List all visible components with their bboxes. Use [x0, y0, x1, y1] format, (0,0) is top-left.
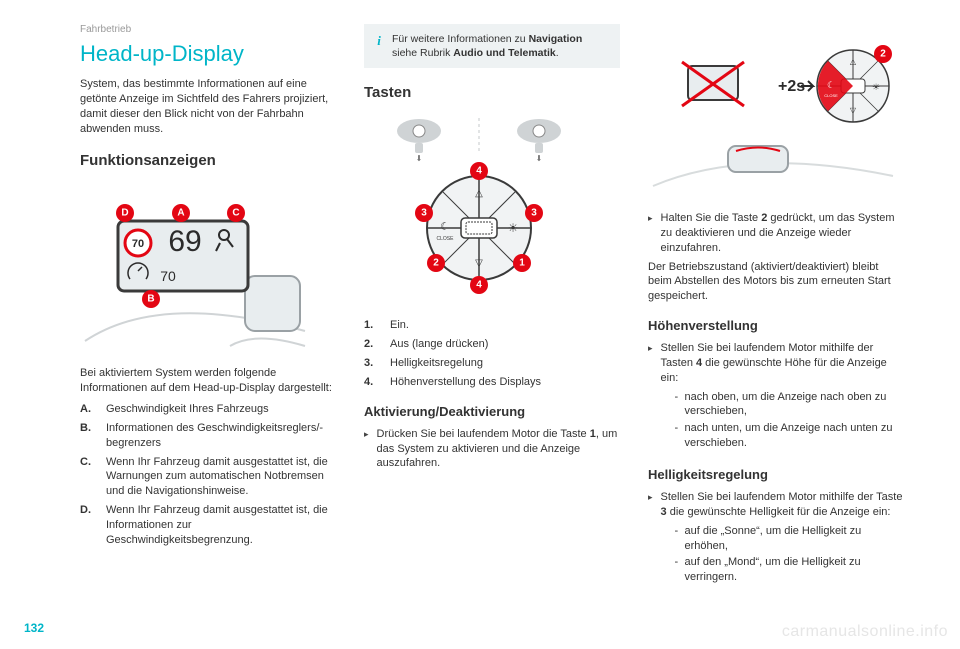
info-box: i Für weitere Informationen zu Navigatio…: [364, 24, 620, 68]
figure-hold: +2s △ ▽ ☀ ☾ CLOSE: [648, 36, 904, 199]
intro-text: System, das bestimmte Informationen auf …: [80, 77, 336, 136]
item-d: Wenn Ihr Fahrzeug damit ausgestattet ist…: [106, 503, 336, 548]
hoehe-list: Stellen Sie bei laufendem Motor mithilfe…: [648, 341, 904, 453]
item-b: Informationen des Geschwindigkeitsregler…: [106, 421, 336, 451]
svg-text:▽: ▽: [850, 106, 857, 115]
tasten-1: Ein.: [390, 318, 409, 333]
svg-text:▽: ▽: [475, 258, 483, 269]
hoehe-down: nach unten, um die Anzeige nach unten zu…: [675, 421, 904, 451]
svg-text:2: 2: [433, 258, 439, 269]
svg-text:△: △: [850, 57, 857, 66]
svg-text:B: B: [147, 294, 154, 305]
svg-text:C: C: [232, 208, 239, 219]
svg-text:D: D: [121, 208, 128, 219]
svg-text:70: 70: [160, 268, 176, 284]
svg-text:☾: ☾: [440, 221, 450, 233]
helligkeit-text: Stellen Sie bei laufendem Motor mithilfe…: [661, 490, 904, 587]
helligkeit-sun: auf die „Sonne“, um die Helligkeit zu er…: [675, 524, 904, 554]
section-helligkeit: Helligkeitsregelung: [648, 467, 904, 482]
svg-text:A: A: [177, 208, 184, 219]
svg-text:70: 70: [132, 238, 144, 250]
svg-text:4: 4: [476, 166, 482, 177]
tasten-4: Höhenverstellung des Displays: [390, 375, 541, 390]
figure-hud: 70 69 70 A B: [80, 181, 336, 354]
svg-text:CLOSE: CLOSE: [824, 93, 838, 98]
funktionsanzeigen-intro: Bei aktiviertem System werden folgende I…: [80, 366, 336, 396]
svg-text:3: 3: [531, 208, 537, 219]
item-c: Wenn Ihr Fahrzeug damit ausgestattet ist…: [106, 455, 336, 500]
svg-text:⬇: ⬇: [536, 154, 543, 163]
hold-text: Halten Sie die Taste 2 gedrückt, um das …: [661, 211, 904, 256]
hoehe-text: Stellen Sie bei laufendem Motor mithilfe…: [661, 341, 904, 453]
helligkeit-moon: auf den „Mond“, um die Helligkeit zu ver…: [675, 555, 904, 585]
section-tasten: Tasten: [364, 84, 620, 101]
page-number: 132: [24, 621, 44, 635]
hoehe-up: nach oben, um die Anzeige nach oben zu v…: [675, 390, 904, 420]
funktionsanzeigen-list: A.Geschwindigkeit Ihres Fahrzeugs B.Info…: [80, 402, 336, 548]
svg-text:⬇: ⬇: [416, 154, 423, 163]
breadcrumb: Fahrbetrieb: [80, 24, 336, 35]
svg-text:☀: ☀: [872, 82, 880, 92]
svg-text:☀: ☀: [508, 221, 519, 235]
hold-after-text: Der Betriebszustand (aktiviert/deaktivie…: [648, 260, 904, 305]
svg-text:△: △: [475, 188, 483, 199]
figure-controls: ⬇ ⬇: [364, 113, 620, 306]
helligkeit-list: Stellen Sie bei laufendem Motor mithilfe…: [648, 490, 904, 587]
svg-text:CLOSE: CLOSE: [437, 236, 455, 242]
watermark: carmanualsonline.info: [782, 623, 948, 641]
svg-text:☾: ☾: [827, 80, 835, 90]
svg-text:4: 4: [476, 280, 482, 291]
aktivierung-list: Drücken Sie bei laufendem Motor die Tast…: [364, 427, 620, 472]
info-icon: i: [372, 32, 386, 46]
svg-text:2: 2: [880, 49, 886, 60]
tasten-2: Aus (lange drücken): [390, 337, 488, 352]
section-funktionsanzeigen: Funktionsanzeigen: [80, 152, 336, 169]
info-text: Für weitere Informationen zu Navigation …: [392, 33, 582, 59]
tasten-list: 1.Ein. 2.Aus (lange drücken) 3.Helligkei…: [364, 318, 620, 389]
hold-list: Halten Sie die Taste 2 gedrückt, um das …: [648, 211, 904, 256]
section-hoehe: Höhenverstellung: [648, 318, 904, 333]
svg-text:3: 3: [421, 208, 427, 219]
tasten-3: Helligkeitsregelung: [390, 356, 483, 371]
svg-text:1: 1: [519, 258, 525, 269]
aktivierung-text: Drücken Sie bei laufendem Motor die Tast…: [377, 427, 620, 472]
item-a: Geschwindigkeit Ihres Fahrzeugs: [106, 402, 269, 417]
page-title: Head-up-Display: [80, 41, 336, 67]
svg-text:69: 69: [168, 225, 201, 258]
section-aktivierung: Aktivierung/Deaktivierung: [364, 404, 620, 419]
